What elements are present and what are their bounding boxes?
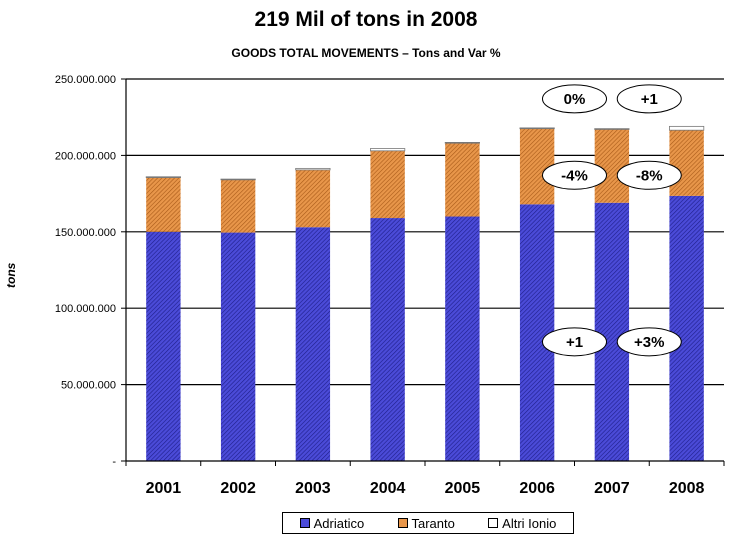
bar-adriatico [519, 204, 555, 461]
chart-area: - 50.000.000 100.000.000 150.000.000 200.000… [55, 74, 725, 497]
chart-subtitle: GOODS TOTAL MOVEMENTS – Tons and Var % [231, 46, 501, 60]
bar-altri-ionio [519, 127, 555, 130]
y-tick-label: 100.000.000 [55, 303, 116, 315]
bar-taranto [146, 177, 181, 232]
bar-taranto [445, 143, 480, 217]
bar-adriatico [295, 227, 331, 461]
y-tick-label: 200.000.000 [55, 150, 116, 162]
y-tick-label: - [112, 456, 116, 468]
legend-item-altri-ionio: Altri Ionio [488, 516, 556, 531]
x-tick-label: 2008 [669, 480, 705, 497]
bar-altri-ionio [220, 178, 256, 181]
annotation-label: +3% [634, 334, 664, 351]
bar-altri-ionio [295, 167, 331, 171]
annotation-label: -8% [636, 167, 663, 184]
bar-altri-ionio [370, 148, 406, 152]
bar-taranto [669, 130, 704, 196]
legend-swatch-taranto [397, 518, 408, 528]
annotation-bubble [616, 327, 682, 357]
chart-title: 219 Mil of tons in 2008 [254, 8, 478, 31]
x-tick-label: 2004 [370, 480, 406, 497]
legend-item-taranto: Taranto [397, 515, 455, 531]
legend-label-taranto: Taranto [411, 515, 455, 531]
bar-adriatico [220, 232, 256, 461]
x-tick-label: 2001 [146, 480, 182, 497]
x-tick-label: 2005 [445, 480, 481, 497]
bar-taranto [370, 150, 405, 219]
x-tick-label: 2007 [594, 480, 630, 497]
bar-adriatico [594, 202, 630, 461]
legend: Adriatico Taranto Altri Ionio [282, 512, 574, 534]
bar-altri-ionio [669, 125, 705, 131]
annotation-label: +1 [641, 91, 658, 108]
y-tick-label: 250.000.000 [55, 74, 116, 86]
annotation-bubble [542, 327, 607, 357]
legend-item-adriatico: Adriatico [299, 515, 365, 531]
bar-taranto [594, 129, 630, 203]
annotation-bubble [542, 160, 607, 190]
bar-altri-ionio [594, 128, 630, 130]
x-tick-label: 2003 [295, 480, 331, 497]
bar-adriatico [146, 231, 181, 461]
legend-swatch-adriatico [299, 518, 310, 528]
legend-swatch-altri-ionio [488, 518, 499, 528]
bar-taranto [220, 179, 256, 233]
annotation-label: +1 [566, 334, 583, 351]
x-tick-label: 2002 [220, 480, 256, 497]
bar-adriatico [370, 218, 405, 461]
annotation-label: 0% [564, 91, 586, 108]
y-tick-label: 50.000.000 [61, 380, 116, 392]
bar-adriatico [669, 195, 704, 461]
bar-altri-ionio [444, 142, 480, 144]
legend-label-altri-ionio: Altri Ionio [502, 515, 557, 531]
annotation-bubble [616, 84, 682, 114]
bar-adriatico [445, 216, 480, 461]
y-tick-label: 150.000.000 [55, 227, 116, 239]
bar-taranto [295, 169, 331, 228]
x-tick-label: 2006 [519, 480, 555, 497]
annotation-label: -4% [561, 167, 588, 184]
bar-altri-ionio [145, 176, 181, 178]
annotation-bubble [542, 84, 607, 114]
legend-label-adriatico: Adriatico [313, 515, 365, 531]
annotation-bubble [616, 160, 682, 190]
